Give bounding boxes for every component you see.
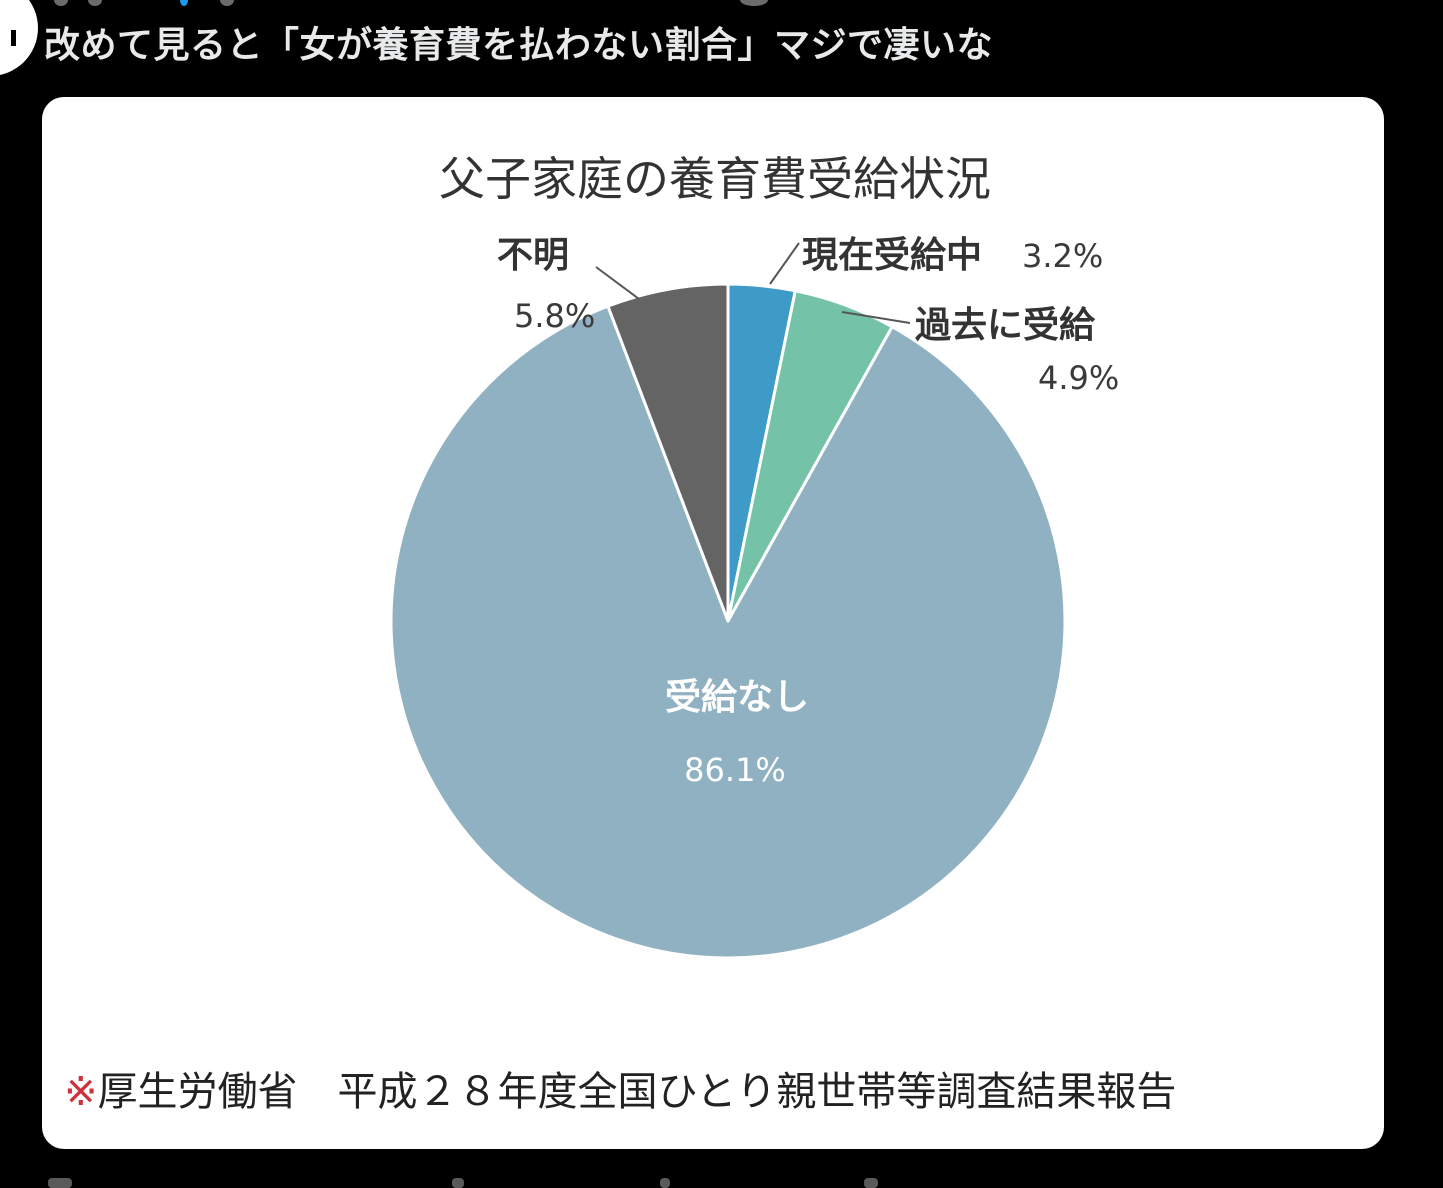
fragment-icon — [220, 0, 234, 6]
chart-title: 父子家庭の養育費受給状況 — [439, 152, 991, 206]
top-toolbar-fragments — [40, 0, 940, 8]
leader-line-past — [841, 311, 911, 324]
pie-slices — [389, 282, 1067, 960]
source-citation: ※厚生労働省 平成２８年度全国ひとり親世帯等調査結果報告 — [64, 1059, 1176, 1117]
tweet-image[interactable]: 父子家庭の養育費受給状況 現在受給中 3.2% 過去に受給 4.9% 不明 5.… — [42, 97, 1384, 1149]
fragment-icon — [54, 0, 68, 6]
note-mark: ※ — [64, 1069, 98, 1115]
leader-lines — [595, 242, 911, 324]
pie-slice-unknown — [606, 282, 730, 623]
pie-slice-none — [389, 304, 1067, 960]
action-bar-fragments — [0, 1170, 1443, 1188]
views-icon[interactable] — [864, 1178, 878, 1188]
slice-value-current: 3.2% — [1022, 237, 1103, 275]
fragment-icon — [740, 0, 768, 6]
slice-label-unknown: 不明 — [497, 235, 569, 276]
slice-value-past: 4.9% — [1038, 359, 1119, 397]
user-avatar[interactable] — [0, 0, 38, 76]
like-icon[interactable] — [660, 1178, 670, 1188]
slice-label-past: 過去に受給 — [915, 305, 1096, 346]
pie-chart: 父子家庭の養育費受給状況 現在受給中 3.2% 過去に受給 4.9% 不明 5.… — [389, 152, 1119, 960]
fragment-icon — [88, 0, 102, 6]
slice-label-none: 受給なし — [665, 677, 809, 718]
source-text: 厚生労働省 平成２８年度全国ひとり親世帯等調査結果報告 — [97, 1069, 1177, 1115]
reply-icon[interactable] — [48, 1178, 72, 1188]
leader-line-current — [769, 242, 800, 285]
leader-line-unknown — [595, 266, 640, 300]
slice-value-unknown: 5.8% — [514, 297, 595, 335]
repost-icon[interactable] — [452, 1178, 464, 1188]
slice-value-none: 86.1% — [684, 751, 786, 789]
verified-badge-fragment — [180, 0, 188, 6]
slice-label-current: 現在受給中 — [802, 235, 982, 276]
tweet-text: 改めて見ると「女が養育費を払わない割合」マジで凄いな — [44, 25, 994, 66]
